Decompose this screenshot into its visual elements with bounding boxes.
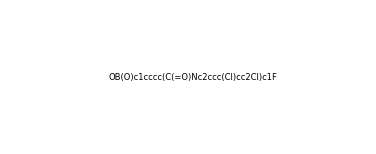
Text: OB(O)c1cccc(C(=O)Nc2ccc(Cl)cc2Cl)c1F: OB(O)c1cccc(C(=O)Nc2ccc(Cl)cc2Cl)c1F: [108, 73, 277, 82]
